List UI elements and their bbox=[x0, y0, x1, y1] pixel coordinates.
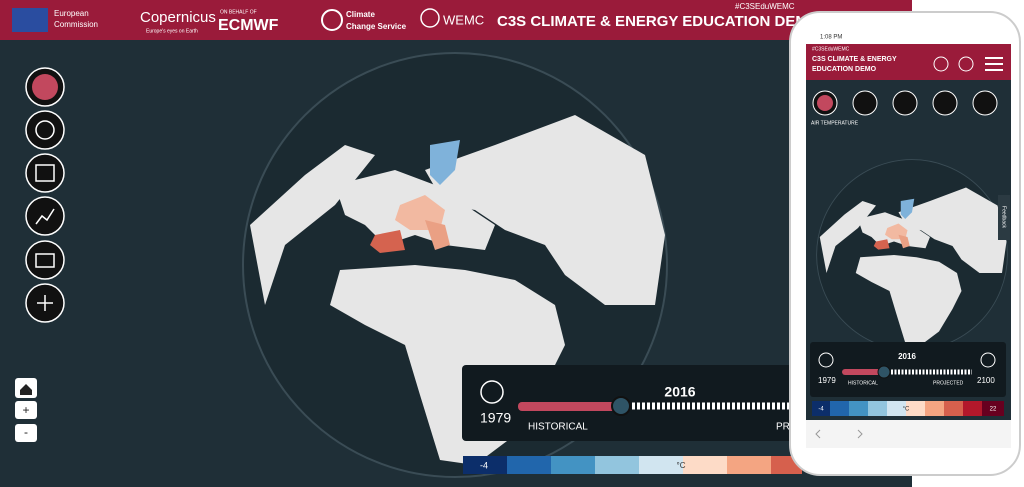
phone-left-label: HISTORICAL bbox=[848, 380, 878, 386]
zoom-out-label: - bbox=[24, 425, 28, 439]
timeline-year: 2016 bbox=[664, 384, 695, 400]
timeline-history-track bbox=[518, 402, 622, 411]
timeline-left-label: HISTORICAL bbox=[528, 422, 588, 433]
timeline-right-label: PR bbox=[776, 422, 790, 433]
phone-chart-button[interactable] bbox=[932, 90, 958, 116]
button-icon bbox=[32, 74, 58, 100]
phone-download-button[interactable] bbox=[933, 56, 949, 72]
legend-swatch bbox=[887, 401, 906, 416]
phone-right-label: PROJECTED bbox=[933, 380, 964, 386]
legend-swatch bbox=[944, 401, 963, 416]
on-behalf: ON BEHALF OF bbox=[220, 9, 257, 15]
legend-swatch bbox=[551, 456, 595, 474]
chart-button[interactable] bbox=[25, 196, 65, 236]
legend-min: -4 bbox=[480, 460, 488, 470]
legend-swatch bbox=[830, 401, 849, 416]
legend-swatch bbox=[982, 401, 1004, 416]
timeline-start: 1979 bbox=[480, 410, 511, 426]
phone-hashtag: #C3SEduWEMC bbox=[812, 46, 850, 52]
phone-timeline-panel bbox=[810, 342, 1006, 397]
phone-history-track bbox=[842, 369, 884, 375]
c3s-label: Climate bbox=[346, 10, 375, 19]
legend-swatch bbox=[639, 456, 683, 474]
wemc-icon bbox=[420, 8, 440, 28]
phone-calendar-button[interactable] bbox=[892, 90, 918, 116]
phone-timeline-start: 1979 bbox=[818, 376, 836, 385]
color-legend bbox=[463, 456, 802, 474]
phone-pdf-button[interactable] bbox=[958, 56, 974, 72]
c3s-label: Change Service bbox=[346, 22, 407, 31]
eu-label: Commission bbox=[54, 20, 98, 29]
phone-toolbar bbox=[812, 90, 998, 116]
button-icon bbox=[817, 95, 833, 111]
legend-swatch bbox=[868, 401, 887, 416]
phone-slider-handle[interactable] bbox=[877, 365, 891, 379]
phone-globe[interactable] bbox=[816, 159, 1008, 351]
phone-title: C3S CLIMATE & ENERGY bbox=[812, 56, 897, 63]
copernicus-tagline: Europe's eyes on Earth bbox=[146, 28, 198, 34]
home-icon bbox=[20, 384, 32, 395]
header-bar bbox=[0, 0, 912, 40]
phone-time: 1:08 PM bbox=[820, 35, 842, 41]
phone-color-legend bbox=[812, 401, 1004, 416]
phone-add-button[interactable] bbox=[972, 90, 998, 116]
button-icon bbox=[35, 164, 55, 182]
phone-legend-min: -4 bbox=[818, 407, 824, 413]
phone-timeline-year: 2016 bbox=[898, 352, 916, 361]
button-icon bbox=[37, 295, 53, 311]
legend-swatch bbox=[507, 456, 551, 474]
legend-swatch bbox=[463, 456, 507, 474]
legend-unit: °C bbox=[677, 461, 686, 470]
legend-swatch bbox=[963, 401, 982, 416]
button-icon bbox=[35, 120, 55, 140]
browser-nav-icons bbox=[815, 429, 863, 439]
calendar-button[interactable] bbox=[25, 153, 65, 193]
zoom-out-button[interactable] bbox=[15, 424, 37, 442]
phone-legend-unit: °C bbox=[903, 407, 910, 413]
ecmwf-logo: ECMWF bbox=[218, 17, 279, 34]
legend-swatch bbox=[849, 401, 868, 416]
clock-icon bbox=[818, 352, 834, 368]
phone-timeline-end: 2100 bbox=[977, 376, 995, 385]
hashtag: #C3SEduWEMC bbox=[735, 2, 795, 11]
energy-button[interactable] bbox=[25, 240, 65, 280]
phone-browser-bar bbox=[806, 420, 1011, 448]
phone-globe-button[interactable] bbox=[852, 90, 878, 116]
legend-swatch bbox=[812, 401, 830, 416]
legend-swatch bbox=[727, 456, 771, 474]
legend-swatch bbox=[925, 401, 944, 416]
app-title: C3S CLIMATE & ENERGY EDUCATION DEMO bbox=[497, 13, 820, 30]
legend-swatch bbox=[595, 456, 639, 474]
eu-flag bbox=[12, 8, 48, 32]
legend-swatch bbox=[906, 401, 925, 416]
clock-icon bbox=[480, 380, 504, 404]
timeline-slider-handle[interactable] bbox=[611, 396, 631, 416]
copernicus-logo: Copernicus bbox=[140, 9, 216, 26]
button-icon bbox=[35, 253, 55, 268]
wemc-logo: WEMC bbox=[443, 12, 484, 27]
phone-header bbox=[806, 44, 1011, 80]
legend-swatch bbox=[683, 456, 727, 474]
phone-menu-button[interactable] bbox=[985, 57, 1003, 71]
phone-status-bar bbox=[806, 30, 1011, 44]
button-icon bbox=[35, 208, 55, 225]
phone-feedback-label: Feedback bbox=[1001, 206, 1007, 228]
phone-variable-label: AIR TEMPERATURE bbox=[811, 120, 859, 126]
globe-button[interactable] bbox=[25, 110, 65, 150]
phone-title: EDUCATION DEMO bbox=[812, 66, 877, 73]
clock-icon bbox=[980, 352, 996, 368]
zoom-in-label: + bbox=[22, 403, 29, 417]
eu-label: European bbox=[54, 9, 89, 18]
zoom-in-button[interactable] bbox=[15, 401, 37, 419]
c3s-icon bbox=[321, 9, 343, 31]
sidebar bbox=[25, 67, 65, 323]
phone-legend-max: 22 bbox=[990, 407, 997, 413]
phone-feedback-tab[interactable] bbox=[998, 195, 1010, 240]
